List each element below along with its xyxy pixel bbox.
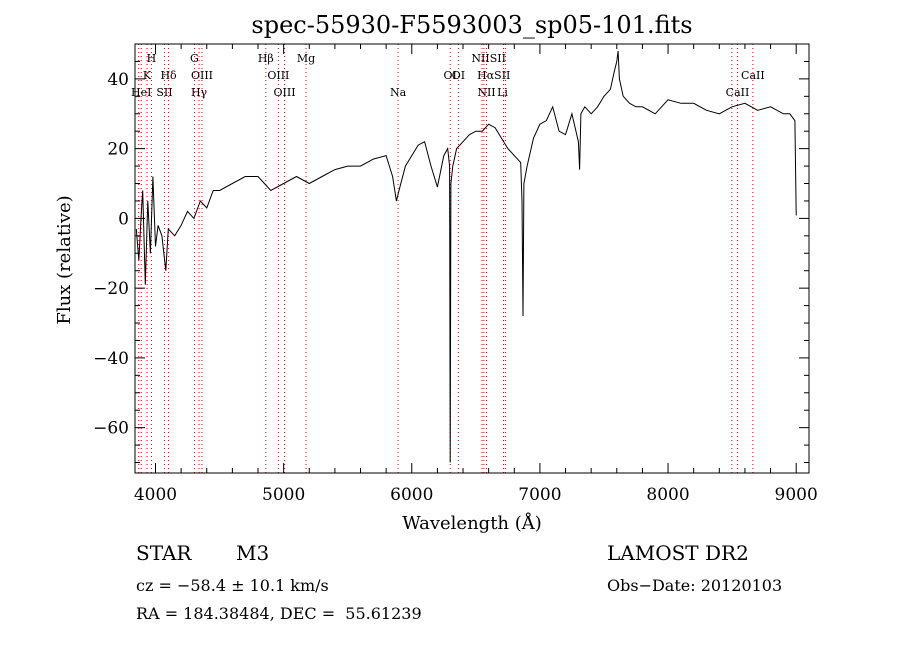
line-label: SII <box>156 86 172 99</box>
object-class: STAR <box>136 541 192 565</box>
line-label: NII <box>477 86 495 99</box>
line-label: OI <box>452 69 465 82</box>
y-tick-label: 20 <box>107 140 129 160</box>
x-tick-label: 6000 <box>390 485 433 505</box>
y-axis: −60 −40 −20 0 20 40 <box>93 43 809 464</box>
plot-frame <box>134 43 810 474</box>
line-label: CaII <box>741 69 765 82</box>
spectrum-line <box>135 50 797 463</box>
line-label: Mg <box>297 52 315 65</box>
y-tick-label: −20 <box>93 279 129 299</box>
line-label: OIII <box>191 69 213 82</box>
x-axis-label: Wavelength (Å) <box>402 512 542 534</box>
line-label: NIISII <box>471 52 506 65</box>
line-label: H <box>147 52 157 65</box>
line-label: Na <box>390 86 407 99</box>
line-label: K <box>143 69 152 82</box>
y-tick-label: 0 <box>118 209 129 229</box>
x-tick-label: 8000 <box>646 485 689 505</box>
redshift-velocity: cz = −58.4 ± 10.1 km/s <box>136 576 329 595</box>
chart-title: spec-55930-F5593003_sp05-101.fits <box>251 11 692 39</box>
line-label: HαSII <box>477 69 510 82</box>
y-tick-label: −40 <box>93 349 129 369</box>
object-subclass: M3 <box>236 541 270 565</box>
line-label: G <box>190 52 199 65</box>
survey-name: LAMOST DR2 <box>607 541 749 565</box>
line-label: CaII <box>726 86 750 99</box>
coordinates: RA = 184.38484, DEC = 55.61239 <box>136 604 422 623</box>
line-label: OIII <box>274 86 296 99</box>
line-label: HeI <box>131 86 151 99</box>
observation-date: Obs−Date: 20120103 <box>607 576 783 595</box>
x-tick-label: 5000 <box>262 485 305 505</box>
line-label: Hγ <box>191 86 208 99</box>
x-tick-label: 9000 <box>775 485 818 505</box>
line-label: Hδ <box>160 69 177 82</box>
y-tick-label: −60 <box>93 419 129 439</box>
y-tick-label: 40 <box>107 70 129 90</box>
spectrum-chart: spec-55930-F5593003_sp05-101.fits H G Hβ Mg… <box>54 11 818 534</box>
line-label: OIII <box>267 69 289 82</box>
line-label: Li <box>497 86 508 99</box>
x-axis: 4000 5000 6000 7000 8000 9000 <box>134 44 818 505</box>
x-tick-label: 4000 <box>134 485 177 505</box>
line-label: Hβ <box>258 52 274 65</box>
x-tick-label: 7000 <box>518 485 561 505</box>
line-label: OI <box>444 69 457 82</box>
y-axis-label: Flux (relative) <box>54 195 75 324</box>
